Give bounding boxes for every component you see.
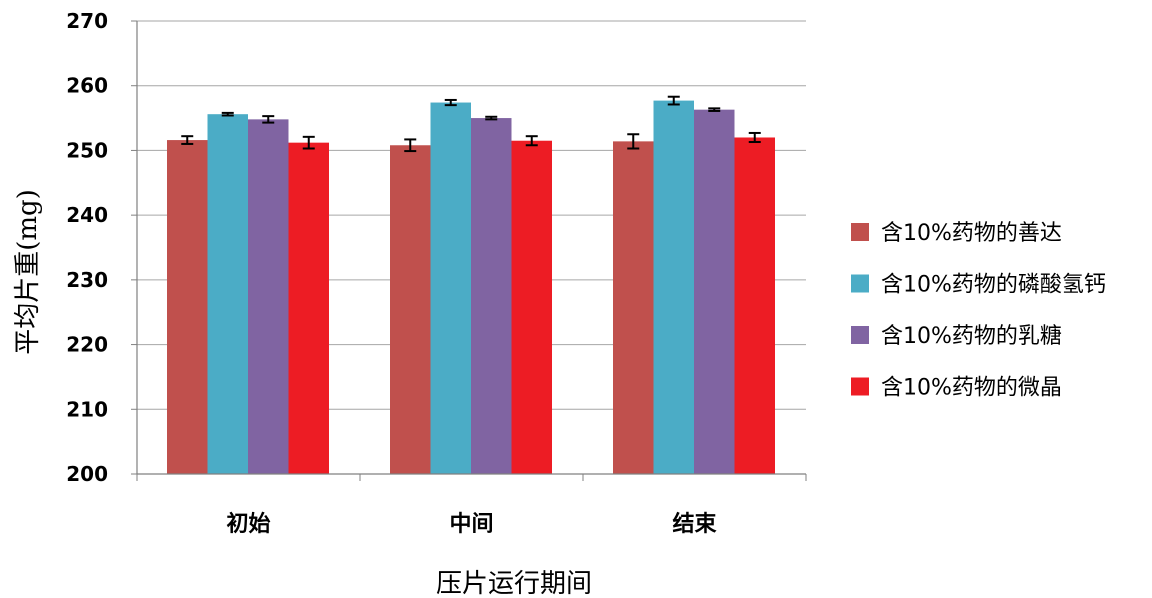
y-tick-label: 220 (66, 333, 108, 357)
bar (511, 140, 552, 474)
y-tick-label: 240 (66, 203, 108, 227)
bar (734, 137, 775, 474)
y-axis-title: 平均片重(mg) (13, 189, 43, 355)
legend-swatch (851, 377, 869, 396)
x-category-labels: 初始 中间 结束 (226, 511, 717, 537)
y-tick-labels: 200 210 220 230 240 250 260 270 (66, 9, 108, 486)
legend-swatch (851, 274, 869, 293)
legend-label: 含10%药物的微晶 (881, 376, 1062, 401)
bar (430, 102, 471, 474)
x-category-label: 初始 (226, 511, 270, 537)
y-tick-label: 210 (66, 397, 108, 421)
axes (136, 21, 807, 481)
bar (694, 109, 735, 474)
bar (288, 142, 329, 475)
y-tick-label: 260 (66, 74, 108, 98)
bar (613, 141, 654, 474)
y-tick-label: 200 (66, 462, 108, 486)
y-tick-label: 230 (66, 268, 108, 292)
bar (653, 100, 694, 474)
legend-swatch (851, 326, 869, 344)
bar (390, 145, 431, 474)
bar (471, 118, 512, 475)
y-tick-label: 270 (66, 9, 108, 33)
x-axis-title: 压片运行期间 (436, 569, 592, 598)
bar (167, 140, 208, 474)
legend-label: 含10%药物的善达 (881, 221, 1062, 246)
x-category-label: 中间 (449, 512, 493, 537)
bar (248, 119, 289, 474)
legend-label: 含10%药物的乳糖 (881, 324, 1062, 349)
legend-label: 含10%药物的磷酸氢钙 (881, 273, 1106, 298)
x-category-label: 结束 (672, 511, 717, 537)
legend-swatch (851, 223, 869, 241)
bars (167, 100, 775, 475)
bar (207, 114, 248, 474)
error-bars (181, 95, 761, 153)
y-tick-label: 250 (66, 138, 108, 162)
